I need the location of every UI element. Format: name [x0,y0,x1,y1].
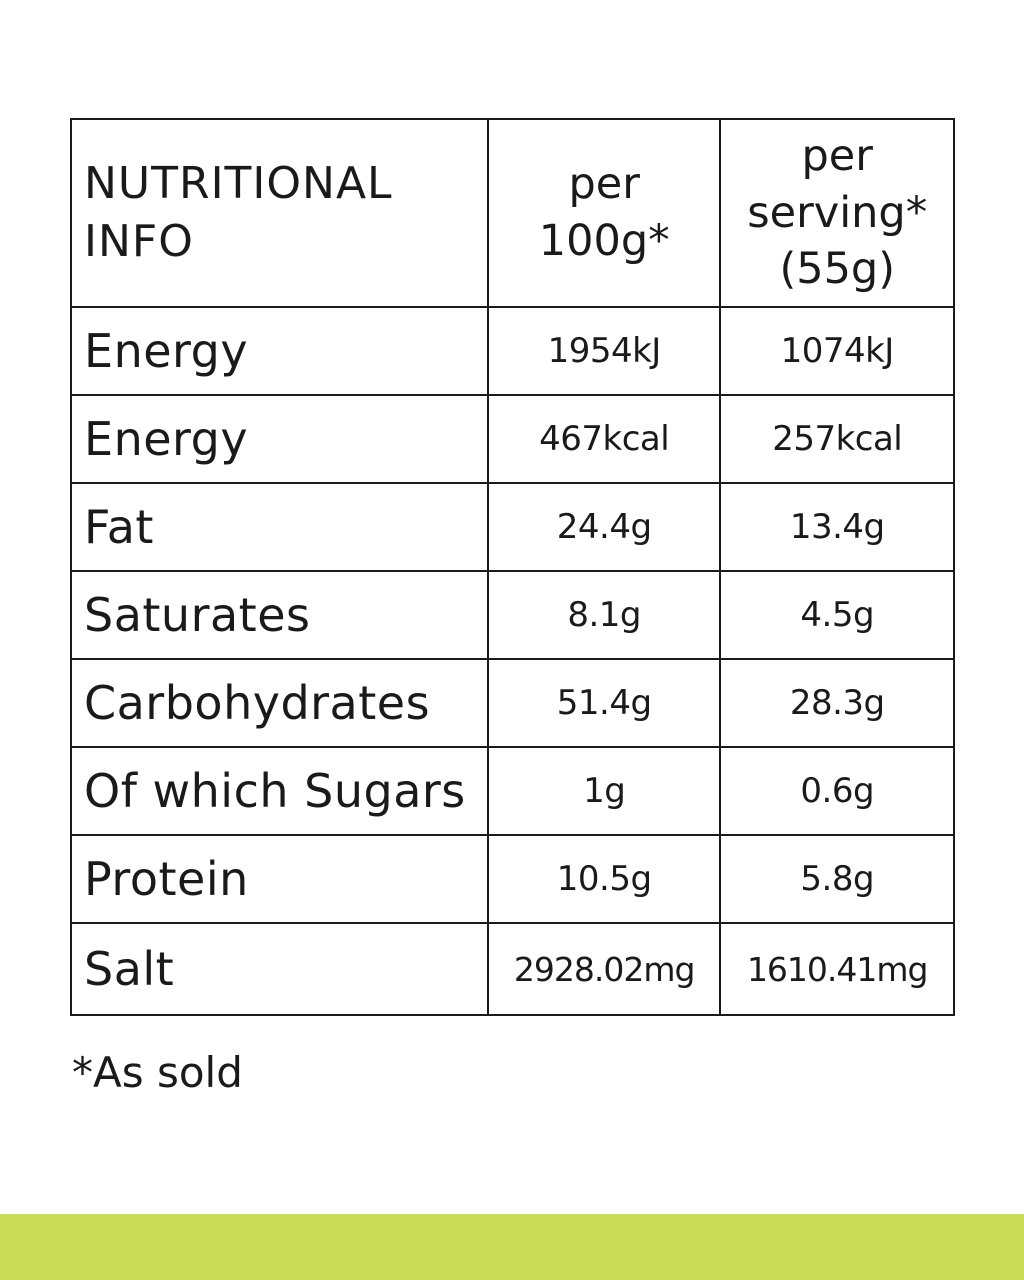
table-row: Fat 24.4g 13.4g [70,482,955,572]
row-per100: 24.4g [486,482,722,572]
row-label: Protein [70,834,489,924]
row-per100: 2928.02mg [486,922,722,1016]
table-row: Protein 10.5g 5.8g [70,834,955,924]
row-serving: 13.4g [719,482,955,572]
table-row: Of which Sugars 1g 0.6g [70,746,955,836]
accent-bar [0,1214,1024,1280]
header-per-100g: per 100g* [486,118,722,308]
row-label: Carbohydrates [70,658,489,748]
row-serving: 1610.41mg [719,922,955,1016]
row-per100: 10.5g [486,834,722,924]
row-per100: 467kcal [486,394,722,484]
header-nutritional-info: NUTRITIONAL INFO [70,118,489,308]
row-per100: 51.4g [486,658,722,748]
row-label: Saturates [70,570,489,660]
nutrition-table: NUTRITIONAL INFO per 100g* per serving* … [70,118,955,1016]
row-serving: 4.5g [719,570,955,660]
header-row: NUTRITIONAL INFO per 100g* per serving* … [70,118,955,308]
table-row: Saturates 8.1g 4.5g [70,570,955,660]
row-per100: 1g [486,746,722,836]
row-per100: 8.1g [486,570,722,660]
header-per-serving: per serving* (55g) [719,118,955,308]
header-serving-line2: serving* [747,187,928,238]
row-label: Salt [70,922,489,1016]
row-serving: 5.8g [719,834,955,924]
table-row: Carbohydrates 51.4g 28.3g [70,658,955,748]
row-label: Energy [70,394,489,484]
header-per100-line2: 100g* [538,216,670,266]
header-label-line1: NUTRITIONAL [84,157,393,209]
row-serving: 28.3g [719,658,955,748]
table-row: Salt 2928.02mg 1610.41mg [70,922,955,1016]
row-serving: 257kcal [719,394,955,484]
row-serving: 0.6g [719,746,955,836]
header-serving-line3: (55g) [779,244,895,295]
header-label-line2: INFO [84,216,194,267]
footnote: *As sold [72,1048,243,1097]
row-label: Energy [70,306,489,396]
header-serving-line1: per [801,130,873,181]
table-row: Energy 467kcal 257kcal [70,394,955,484]
row-label: Fat [70,482,489,572]
row-serving: 1074kJ [719,306,955,396]
row-per100: 1954kJ [486,306,722,396]
table-row: Energy 1954kJ 1074kJ [70,306,955,396]
row-label: Of which Sugars [70,746,489,836]
header-per100-line1: per [568,159,640,210]
